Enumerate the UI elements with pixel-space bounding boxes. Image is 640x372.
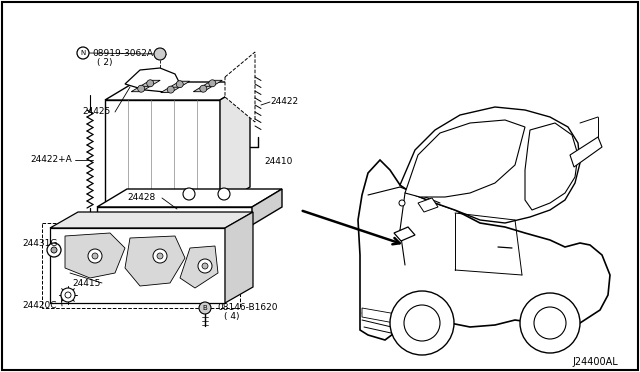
Circle shape bbox=[47, 243, 61, 257]
Bar bbox=[50, 228, 225, 303]
Polygon shape bbox=[161, 87, 180, 93]
Polygon shape bbox=[105, 100, 220, 205]
Circle shape bbox=[138, 85, 145, 92]
Polygon shape bbox=[405, 120, 525, 197]
Circle shape bbox=[176, 81, 183, 88]
Polygon shape bbox=[220, 82, 250, 205]
Polygon shape bbox=[50, 212, 253, 228]
Polygon shape bbox=[202, 80, 222, 86]
Polygon shape bbox=[65, 233, 125, 278]
Circle shape bbox=[183, 188, 195, 200]
Text: 24415: 24415 bbox=[72, 279, 100, 288]
Circle shape bbox=[390, 291, 454, 355]
Circle shape bbox=[399, 200, 405, 206]
Polygon shape bbox=[125, 68, 180, 92]
Circle shape bbox=[218, 188, 230, 200]
Polygon shape bbox=[525, 123, 578, 210]
Circle shape bbox=[209, 80, 216, 87]
Circle shape bbox=[200, 85, 207, 92]
Text: J24400AL: J24400AL bbox=[572, 357, 618, 367]
Circle shape bbox=[520, 293, 580, 353]
Polygon shape bbox=[570, 137, 602, 167]
Circle shape bbox=[202, 263, 208, 269]
Polygon shape bbox=[125, 236, 185, 286]
Polygon shape bbox=[97, 189, 282, 207]
Circle shape bbox=[167, 86, 174, 93]
Polygon shape bbox=[358, 160, 610, 340]
Circle shape bbox=[404, 305, 440, 341]
Circle shape bbox=[154, 48, 166, 60]
Polygon shape bbox=[42, 223, 240, 308]
Text: B: B bbox=[203, 305, 207, 311]
Text: 24420C: 24420C bbox=[22, 301, 56, 311]
Polygon shape bbox=[418, 198, 438, 212]
Text: 24425: 24425 bbox=[82, 108, 110, 116]
Polygon shape bbox=[193, 86, 213, 92]
Polygon shape bbox=[225, 52, 255, 122]
Circle shape bbox=[77, 47, 89, 59]
Text: 24410: 24410 bbox=[264, 157, 292, 167]
Circle shape bbox=[92, 253, 98, 259]
Circle shape bbox=[199, 302, 211, 314]
Text: ( 2): ( 2) bbox=[97, 58, 113, 67]
Circle shape bbox=[147, 80, 154, 87]
Text: 08146-B1620: 08146-B1620 bbox=[217, 302, 278, 311]
Polygon shape bbox=[170, 81, 189, 87]
Polygon shape bbox=[362, 308, 405, 325]
Polygon shape bbox=[131, 86, 151, 92]
Polygon shape bbox=[105, 82, 250, 100]
Circle shape bbox=[65, 292, 71, 298]
Polygon shape bbox=[225, 212, 253, 303]
Text: ( 4): ( 4) bbox=[224, 312, 239, 321]
Text: 08919-3062A: 08919-3062A bbox=[92, 48, 153, 58]
Text: 24422+A: 24422+A bbox=[30, 155, 72, 164]
Polygon shape bbox=[394, 227, 415, 241]
Text: N: N bbox=[81, 50, 86, 56]
Circle shape bbox=[534, 307, 566, 339]
Text: 24428: 24428 bbox=[127, 192, 156, 202]
Polygon shape bbox=[400, 107, 580, 223]
Text: 24422: 24422 bbox=[270, 97, 298, 106]
Bar bbox=[97, 207, 252, 225]
Circle shape bbox=[51, 247, 57, 253]
Polygon shape bbox=[140, 80, 160, 86]
Circle shape bbox=[198, 259, 212, 273]
Circle shape bbox=[88, 249, 102, 263]
Circle shape bbox=[153, 249, 167, 263]
Circle shape bbox=[157, 253, 163, 259]
Circle shape bbox=[61, 288, 75, 302]
Text: 24431G: 24431G bbox=[22, 238, 58, 247]
Polygon shape bbox=[180, 246, 218, 288]
Polygon shape bbox=[252, 189, 282, 225]
